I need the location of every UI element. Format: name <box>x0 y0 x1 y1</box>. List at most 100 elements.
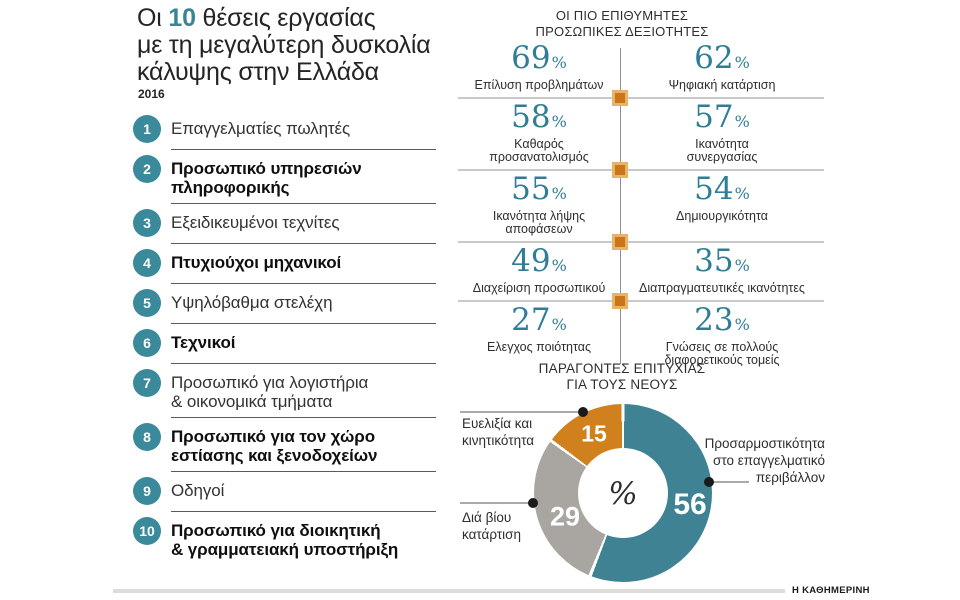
slice-label-flexibility: Ευελιξία και κινητικότητα <box>462 416 535 448</box>
slice-value-lifelong-training: 29 <box>549 501 581 532</box>
rank-badge: 10 <box>133 517 161 545</box>
rank-badge: 1 <box>133 115 161 143</box>
donut-chart-title: ΠΑΡΑΓΟΝΤΕΣ ΕΠΙΤΥΧΙΑΣ ΓΙΑ ΤΟΥΣ ΝΕΟΥΣ <box>538 361 706 392</box>
rank-badge: 9 <box>133 477 161 505</box>
page-title: Οι 10 θέσεις εργασίας με τη μεγαλύτερη δ… <box>137 5 431 86</box>
divider <box>171 363 436 364</box>
skill-label: Διαπραγματευτικές ικανότητες <box>639 281 805 295</box>
skills-row: 69% Επίλυση προβλημάτων 62% Ψηφιακή κατά… <box>458 40 824 97</box>
footer-bar <box>113 589 785 593</box>
list-item: 10 Προσωπικό για διοικητική & γραμματεια… <box>133 512 436 565</box>
skill-value: 23% <box>620 304 824 341</box>
skill-number: 27 <box>511 302 551 338</box>
skill-value: 62% <box>620 42 824 79</box>
divider <box>171 471 436 472</box>
orange-square-marker <box>612 90 628 106</box>
skills-row: 55% Ικανότητα λήψης αποφάσεων 54% Δημιου… <box>458 171 824 241</box>
job-label: Προσωπικό για λογιστήρια & οικονομικά τμ… <box>171 373 369 411</box>
percent-sign: % <box>551 256 567 275</box>
callout-line <box>460 411 583 413</box>
page-title-line2: με τη μεγαλύτερη δυσκολία <box>137 31 431 59</box>
skill-item: 49% Διαχείριση προσωπικού <box>458 245 620 295</box>
page-title-line3: κάλυψης στην Ελλάδα <box>137 58 379 86</box>
divider <box>171 149 436 150</box>
skill-label: Ικανότητα συνεργασίας <box>686 137 758 164</box>
donut-center-label: % <box>608 476 638 512</box>
job-label: Προσωπικό για τον χώρο εστίασης και ξενο… <box>171 427 378 465</box>
job-label: Τεχνικοί <box>171 333 236 352</box>
list-item: 2 Προσωπικό υπηρεσιών πληροφορικής <box>133 150 436 203</box>
job-label: Οδηγοί <box>171 481 225 500</box>
skill-label: Ελεγχος ποιότητας <box>487 340 591 354</box>
divider <box>171 511 436 512</box>
skill-item: 58% Καθαρός προσανατολισμός <box>458 101 620 164</box>
job-label: Προσωπικό για διοικητική & γραμματειακή … <box>171 521 399 559</box>
skill-number: 69 <box>511 40 551 76</box>
job-label: Πτυχιούχοι μηχανικοί <box>171 253 342 272</box>
source-credit: Η ΚΑΘΗΜΕΡΙΝΗ <box>792 585 870 596</box>
divider <box>458 90 824 106</box>
title-line1-rest: θέσεις εργασίας <box>202 4 376 32</box>
skill-number: 55 <box>511 171 551 207</box>
skill-label: Ικανότητα λήψης αποφάσεων <box>492 209 586 236</box>
percent-sign: % <box>734 112 750 131</box>
title-highlight-number: 10 <box>168 4 196 32</box>
jobs-list: 1 Επαγγελματίες πωλητές 2 Προσωπικό υπηρ… <box>133 110 436 565</box>
list-item: 6 Τεχνικοί <box>133 324 436 363</box>
job-label: Επαγγελματίες πωλητές <box>171 119 351 138</box>
skill-number: 62 <box>694 40 734 76</box>
callout-dot <box>528 498 538 508</box>
percent-sign: % <box>734 53 750 72</box>
skill-item: 35% Διαπραγματευτικές ικανότητες <box>620 245 824 295</box>
callout-dot <box>704 477 714 487</box>
rank-badge: 8 <box>133 423 161 451</box>
percent-sign: % <box>551 53 567 72</box>
skills-row: 27% Ελεγχος ποιότητας 23% Γνώσεις σε πολ… <box>458 302 824 372</box>
slice-value-adaptability: 56 <box>673 488 707 521</box>
divider <box>171 283 436 284</box>
list-item: 7 Προσωπικό για λογιστήρια & οικονομικά … <box>133 364 436 417</box>
rank-badge: 5 <box>133 289 161 317</box>
skill-value: 69% <box>458 42 620 79</box>
divider <box>171 243 436 244</box>
skills-chart-title: ΟΙ ΠΙΟ ΕΠΙΘΥΜΗΤΕΣ ΠΡΟΣΩΠΙΚΕΣ ΔΕΞΙΟΤΗΤΕΣ <box>535 8 709 39</box>
skill-item: 54% Δημιουργικότητα <box>620 173 824 236</box>
job-label: Υψηλόβαθμα στελέχη <box>171 293 333 312</box>
skill-label: Καθαρός προσανατολισμός <box>489 137 589 164</box>
skills-row: 58% Καθαρός προσανατολισμός 57% Ικανότητ… <box>458 99 824 169</box>
skill-value: 54% <box>620 173 824 210</box>
skill-number: 57 <box>694 99 734 135</box>
rank-badge: 7 <box>133 369 161 397</box>
orange-square-marker <box>612 234 628 250</box>
rank-badge: 6 <box>133 329 161 357</box>
skill-label: Γνώσεις σε πολλούς διαφορετικούς τομείς <box>664 340 780 367</box>
list-item: 3 Εξειδικευμένοι τεχνίτες <box>133 204 436 243</box>
callout-line <box>709 481 749 483</box>
skill-number: 54 <box>694 171 734 207</box>
orange-square-marker <box>612 162 628 178</box>
skill-label: Επίλυση προβλημάτων <box>474 78 604 92</box>
job-label: Εξειδικευμένοι τεχνίτες <box>171 213 340 232</box>
percent-sign: % <box>734 315 750 334</box>
success-donut-chart <box>534 404 712 582</box>
slice-label-adaptability: Προσαρμοστικότητα στο επαγγελματικό περι… <box>704 436 825 485</box>
list-item: 4 Πτυχιούχοι μηχανικοί <box>133 244 436 283</box>
skill-number: 35 <box>694 243 734 279</box>
slice-label-lifelong-training: Διά βίου κατάρτιση <box>462 510 521 542</box>
percent-sign: % <box>551 112 567 131</box>
skill-value: 49% <box>458 245 620 282</box>
list-item: 9 Οδηγοί <box>133 472 436 511</box>
skill-value: 58% <box>458 101 620 138</box>
skill-label: Ψηφιακή κατάρτιση <box>668 78 776 92</box>
list-item: 8 Προσωπικό για τον χώρο εστίασης και ξε… <box>133 418 436 471</box>
percent-sign: % <box>551 184 567 203</box>
page-title-line1: Οι 10 θέσεις εργασίας <box>137 5 431 32</box>
skill-item: 23% Γνώσεις σε πολλούς διαφορετικούς τομ… <box>620 304 824 367</box>
year-label: 2016 <box>138 87 165 101</box>
skill-value: 55% <box>458 173 620 210</box>
divider <box>458 293 824 309</box>
divider <box>171 323 436 324</box>
skill-number: 23 <box>694 302 734 338</box>
slice-value-flexibility: 15 <box>581 420 607 447</box>
rank-badge: 4 <box>133 249 161 277</box>
